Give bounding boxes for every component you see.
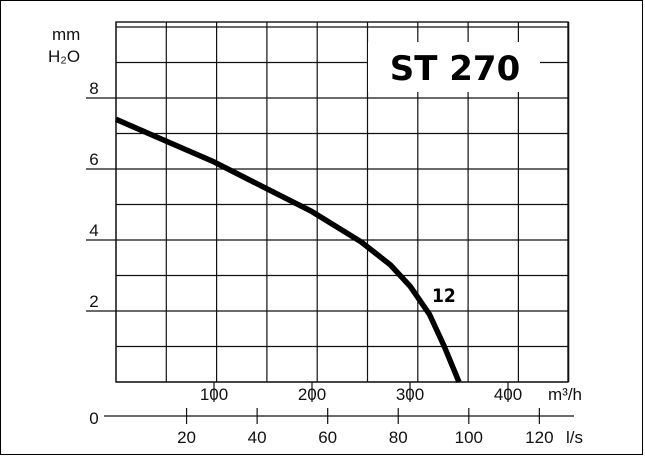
labels: 0 2 4 6 8 100 200 300 400 20 40 60 80 100 120 12 (89, 79, 553, 447)
curve-label: 12 (432, 285, 456, 307)
y-tick-label: 8 (89, 79, 98, 98)
chart-title: ST 270 (390, 49, 521, 89)
x-tick-label-bottom: 40 (248, 428, 267, 447)
x-tick-label-bottom: 80 (389, 428, 408, 447)
y-tick-label: 0 (89, 409, 98, 428)
x-tick-label-top: 200 (298, 385, 326, 404)
x-tick-label-top: 400 (494, 385, 522, 404)
x-axis-unit-top: m³/h (548, 385, 582, 404)
axes (86, 98, 574, 424)
y-tick-label: 6 (89, 150, 98, 169)
x-axis-unit-bottom: l/s (566, 428, 583, 447)
curve-group (116, 119, 459, 382)
x-tick-label-bottom: 100 (455, 428, 483, 447)
y-tick-label: 2 (89, 292, 98, 311)
x-tick-label-top: 100 (200, 385, 228, 404)
x-tick-label-top: 300 (396, 385, 424, 404)
y-tick-label: 4 (89, 221, 98, 240)
performance-curve (116, 119, 459, 382)
x-tick-label-bottom: 60 (318, 428, 337, 447)
y-axis-unit-line2: H₂O (48, 47, 80, 66)
y-axis-unit-line1: mm (52, 25, 80, 44)
x-tick-label-bottom: 120 (525, 428, 553, 447)
x-tick-label-bottom: 20 (177, 428, 196, 447)
